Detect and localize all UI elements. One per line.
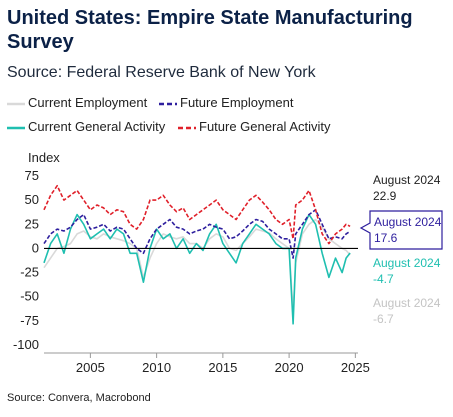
y-tick-label: -75 [20,313,39,328]
footer-source: Source: Convera, Macrobond [7,392,151,404]
series-line-current-employment [43,218,351,313]
legend-label-current-general-activity: Current General Activity [28,119,166,134]
annotation-box-future-employment [359,210,443,250]
y-axis-title: Index [28,150,60,165]
legend-swatch-current-general-activity [7,126,25,129]
legend-swatch-current-employment [7,102,25,105]
legend-label-current-employment: Current Employment [28,95,148,110]
annotation-date: August 2024 [374,215,442,229]
chart-subtitle: Source: Federal Reserve Bank of New York [7,64,316,81]
series-line-future-general-activity [43,184,351,245]
y-tick-label: -25 [20,265,39,280]
annotation-date: August 2024 [373,256,441,270]
annotation-date: August 2024 [373,296,441,310]
x-tick-label: 2020 [275,360,304,375]
legend-item-current-employment: Current Employment [7,95,147,110]
x-tick-label: 2025 [341,360,370,375]
x-tick-label: 2010 [142,360,171,375]
legend-swatch-future-employment [159,102,177,105]
annotation-value: -6.7 [373,312,394,326]
x-tick-label: 2005 [76,360,105,375]
y-tick-label: 0 [32,240,39,255]
y-tick-label: -50 [20,289,39,304]
y-tick-label: 75 [25,168,39,183]
legend-swatch-future-general-activity [178,126,196,129]
legend-item-future-employment: Future Employment [159,95,293,110]
x-tick-label: 2015 [208,360,237,375]
y-tick-label: -100 [13,337,39,352]
y-tick-label: 25 [25,216,39,231]
legend-label-future-general-activity: Future General Activity [199,119,331,134]
chart-title: United States: Empire State Manufacturin… [7,7,413,53]
legend-label-future-employment: Future Employment [180,95,294,110]
series-line-future-employment [43,209,351,259]
legend-item-future-general-activity: Future General Activity [178,119,331,134]
annotation-value: -4.7 [373,272,394,286]
series-line-current-general-activity [43,213,351,325]
annotation-value: 22.9 [373,189,397,203]
y-tick-label: 50 [25,192,39,207]
legend-item-current-general-activity: Current General Activity [7,119,165,134]
annotation-date: August 2024 [373,173,441,187]
annotation-value: 17.6 [374,231,398,245]
